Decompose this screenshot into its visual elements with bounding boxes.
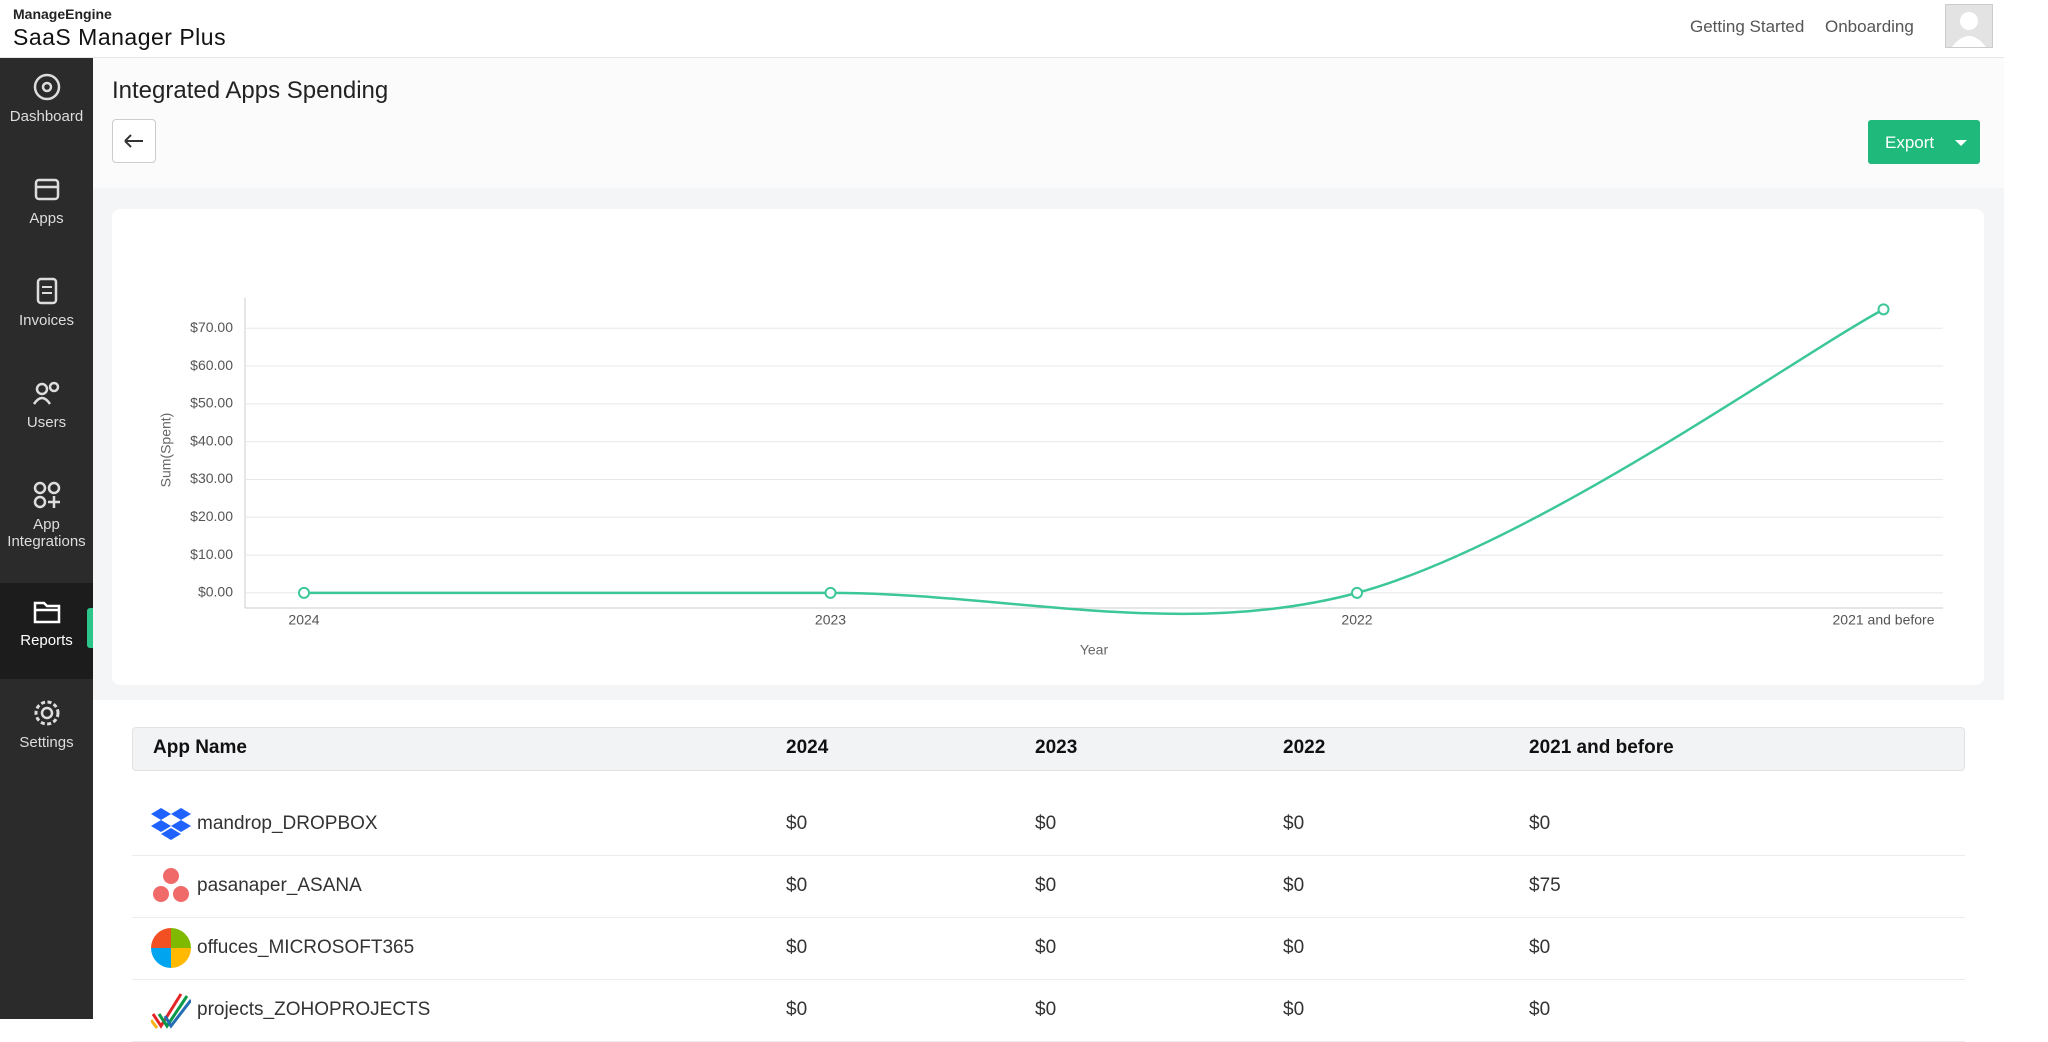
export-button[interactable]: Export — [1868, 120, 1980, 164]
amount-cell: $0 — [1283, 937, 1305, 958]
y-tick-label: $10.00 — [190, 546, 233, 562]
avatar[interactable] — [1945, 4, 1993, 48]
column-header[interactable]: 2022 — [1283, 737, 1326, 758]
amount-cell: $0 — [786, 999, 808, 1020]
column-header[interactable]: App Name — [153, 737, 247, 758]
back-button[interactable] — [112, 119, 156, 163]
table-header — [132, 727, 1965, 771]
nav-label: Users — [26, 414, 67, 431]
point — [1877, 303, 1890, 316]
nav-item[interactable]: App Integrations — [0, 480, 93, 550]
table-row[interactable] — [132, 855, 1965, 918]
table-row[interactable] — [132, 917, 1965, 980]
app-name: pasanaper_ASANA — [197, 875, 362, 896]
nav-item[interactable]: Users — [0, 378, 93, 431]
y-tick-label: $70.00 — [190, 319, 233, 335]
nav-item[interactable]: Dashboard — [0, 72, 93, 125]
amount-cell: $0 — [1035, 875, 1057, 896]
column-header[interactable]: 2023 — [1035, 737, 1078, 758]
nav-label: Settings — [19, 734, 74, 751]
column-header[interactable]: 2024 — [786, 737, 829, 758]
sidebar: Dashboard Apps Invoices Users App Integr… — [0, 58, 93, 1019]
x-tick-label: 2024 — [288, 612, 319, 628]
brand: ManageEngine — [13, 6, 112, 22]
amount-cell: $0 — [1529, 813, 1551, 834]
nav-label: Dashboard — [9, 108, 84, 125]
page-header-bg — [93, 58, 2004, 188]
y-tick-label: $30.00 — [190, 470, 233, 486]
nav-item[interactable]: Settings — [0, 698, 93, 751]
nav-label: Reports — [20, 632, 73, 649]
line — [303, 308, 1885, 616]
x-axis-title: Year — [1080, 642, 1109, 658]
y-tick-label: $50.00 — [190, 395, 233, 411]
amount-cell: $0 — [1035, 937, 1057, 958]
column-header[interactable]: 2021 and before — [1529, 737, 1674, 758]
app-icon — [151, 804, 191, 850]
chart: Sum(Spent) Year $0.00 $10.00 $20.00 $30.00 $… — [158, 298, 1943, 658]
nav-link[interactable]: Onboarding — [1825, 17, 1914, 36]
app-icon — [151, 866, 191, 912]
app-name: mandrop_DROPBOX — [197, 813, 378, 834]
amount-cell: $0 — [1283, 999, 1305, 1020]
top-bar: ManageEngine SaaS Manager Plus Getting S… — [0, 0, 2004, 58]
amount-cell: $75 — [1529, 875, 1561, 896]
page-title: Integrated Apps Spending — [112, 77, 389, 104]
app-icon — [151, 928, 191, 974]
amount-cell: $0 — [1035, 813, 1057, 834]
point — [824, 586, 837, 599]
amount-cell: $0 — [1529, 999, 1551, 1020]
y-tick-label: $40.00 — [190, 432, 233, 448]
nav-item[interactable]: Invoices — [0, 276, 93, 329]
amount-cell: $0 — [1283, 813, 1305, 834]
nav-label: App Integrations — [7, 516, 86, 550]
x-tick-label: 2023 — [815, 612, 846, 628]
app-name: projects_ZOHOPROJECTS — [197, 999, 431, 1020]
page: ManageEngine SaaS Manager Plus Getting S… — [0, 0, 2004, 1042]
amount-cell: $0 — [1283, 875, 1305, 896]
table-row[interactable] — [132, 793, 1965, 856]
y-tick-label: $0.00 — [198, 584, 233, 600]
product-name: SaaS Manager Plus — [13, 24, 227, 50]
amount-cell: $0 — [786, 813, 808, 834]
app-name: offuces_MICROSOFT365 — [197, 937, 415, 958]
nav-label: Apps — [29, 210, 64, 227]
amount-cell: $0 — [1529, 937, 1551, 958]
amount-cell: $0 — [1035, 999, 1057, 1020]
active-bg — [0, 583, 93, 679]
point — [1351, 586, 1363, 599]
export-label: Export — [1885, 133, 1935, 152]
amount-cell: $0 — [786, 875, 808, 896]
amount-cell: $0 — [786, 937, 808, 958]
y-tick-label: $60.00 — [190, 357, 233, 373]
y-axis-title: Sum(Spent) — [158, 413, 174, 488]
nav-link[interactable]: Getting Started — [1690, 17, 1805, 36]
x-tick-label: 2021 and before — [1833, 612, 1935, 628]
nav-item[interactable]: Reports — [0, 596, 93, 649]
y-tick-label: $20.00 — [190, 508, 233, 524]
nav-label: Invoices — [18, 312, 75, 329]
x-tick-label: 2022 — [1341, 612, 1372, 628]
point — [298, 586, 310, 599]
app-icon — [149, 990, 193, 1036]
active-indicator — [87, 608, 93, 648]
chart-card: Sum(Spent) Year $0.00 $10.00 $20.00 $30.00 $… — [112, 209, 1984, 685]
nav-item[interactable]: Apps — [0, 174, 93, 227]
